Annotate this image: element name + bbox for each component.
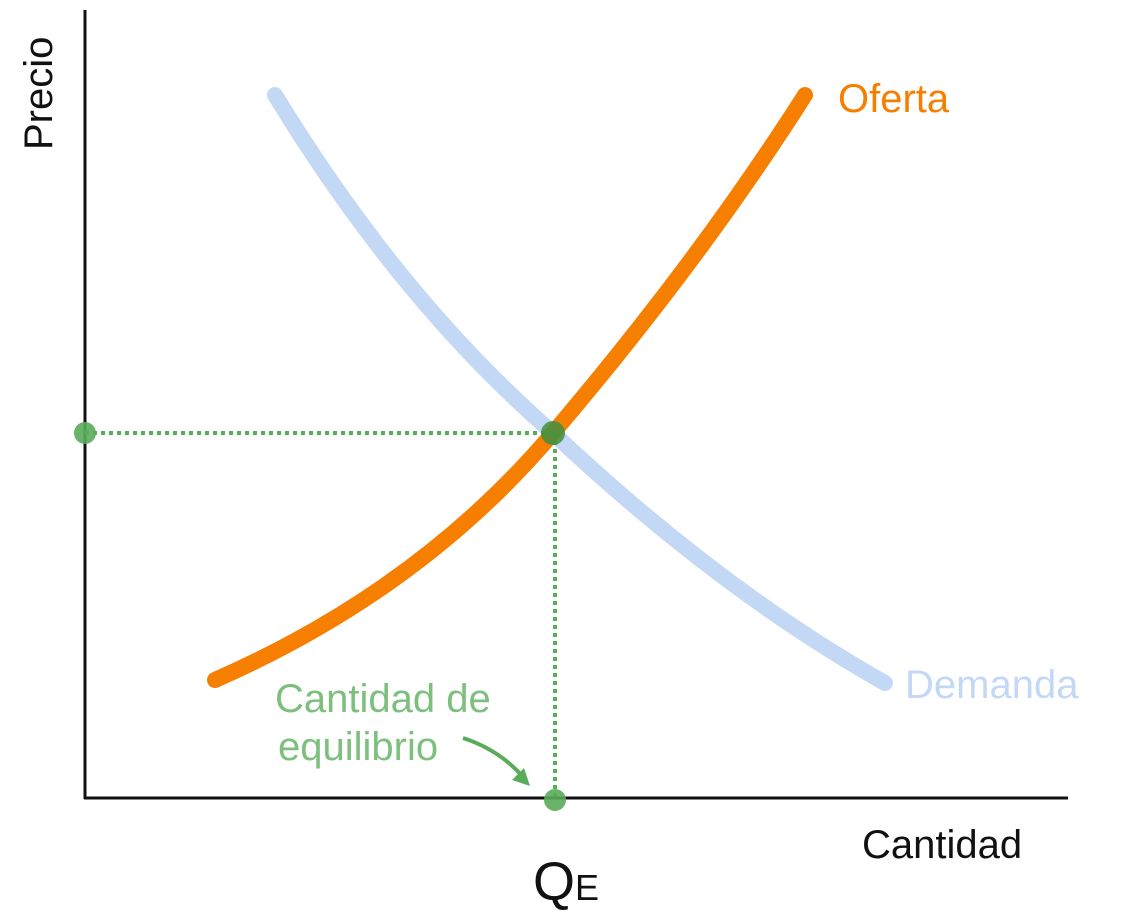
- demand-label: Demanda: [905, 663, 1079, 707]
- annotation-line: equilibrio: [278, 725, 438, 769]
- quantity-point: [544, 789, 566, 811]
- y-axis-label: Precio: [17, 37, 61, 150]
- price-point: [74, 422, 96, 444]
- supply-label: Oferta: [838, 77, 950, 121]
- annotation-line: Cantidad de: [275, 677, 491, 721]
- arrow-head: [512, 768, 530, 786]
- q-symbol: Q: [533, 852, 575, 912]
- annotation-arrow: [462, 736, 526, 780]
- equilibrium-quantity-label: QE: [533, 852, 599, 912]
- q-subscript: E: [575, 867, 599, 908]
- x-axis-label: Cantidad: [862, 823, 1022, 867]
- equilibrium-point: [541, 421, 565, 445]
